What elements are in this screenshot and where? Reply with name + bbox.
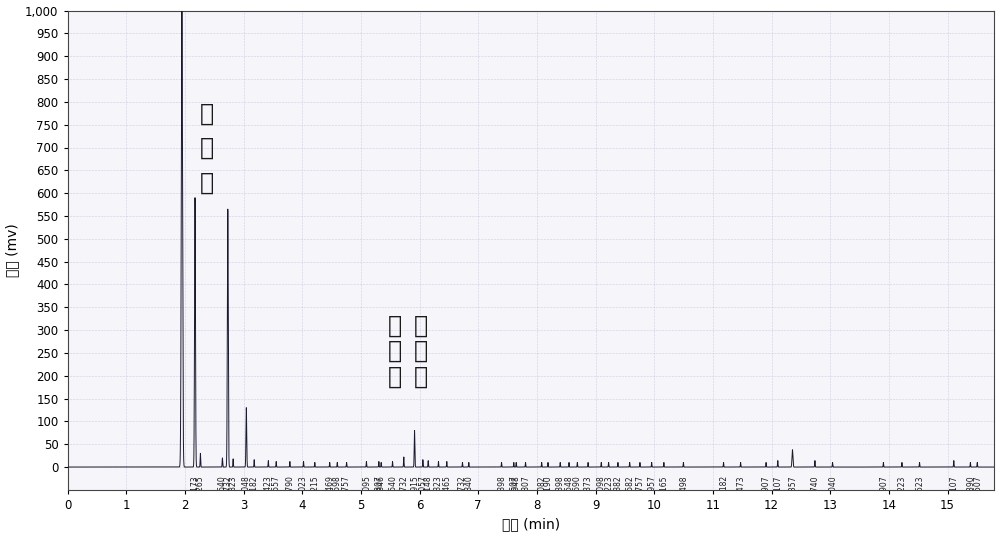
Text: 环: 环 <box>388 314 402 338</box>
Text: 8.873: 8.873 <box>584 475 593 497</box>
Text: 12.357: 12.357 <box>788 475 797 502</box>
Text: 11.182: 11.182 <box>719 475 728 502</box>
X-axis label: 时间 (min): 时间 (min) <box>502 518 560 532</box>
Text: 4.757: 4.757 <box>342 475 351 497</box>
Text: 3.557: 3.557 <box>272 475 281 497</box>
Text: 6.732: 6.732 <box>458 475 467 497</box>
Text: 3.423: 3.423 <box>264 475 273 497</box>
Text: 7.607: 7.607 <box>509 475 518 497</box>
Text: 9.382: 9.382 <box>613 475 622 497</box>
Text: 4.215: 4.215 <box>310 475 319 497</box>
Text: 10.165: 10.165 <box>659 475 668 502</box>
Text: 7.648: 7.648 <box>512 475 521 497</box>
Text: 8.548: 8.548 <box>564 475 573 497</box>
Text: 5.307: 5.307 <box>374 475 383 497</box>
Text: 环: 环 <box>200 102 214 126</box>
Text: 9.757: 9.757 <box>635 475 644 497</box>
Text: 6.057: 6.057 <box>418 475 427 497</box>
Text: 15.390: 15.390 <box>966 475 975 502</box>
Text: 5.732: 5.732 <box>399 475 408 497</box>
Text: 环: 环 <box>414 314 428 338</box>
Text: 11.907: 11.907 <box>762 475 771 502</box>
Text: 14.523: 14.523 <box>915 475 924 502</box>
Text: 13.907: 13.907 <box>879 475 888 502</box>
Text: 15.107: 15.107 <box>949 475 958 502</box>
Text: 醇: 醇 <box>388 364 402 388</box>
Text: 10.498: 10.498 <box>679 475 688 502</box>
Text: 4.023: 4.023 <box>299 475 308 497</box>
Text: 6.840: 6.840 <box>464 475 473 497</box>
Text: 5.095: 5.095 <box>362 475 371 497</box>
Y-axis label: 电压 (mv): 电压 (mv) <box>6 223 20 277</box>
Text: 7.398: 7.398 <box>497 475 506 497</box>
Text: 6.465: 6.465 <box>442 475 451 497</box>
Text: 6.323: 6.323 <box>434 475 443 497</box>
Text: 8.398: 8.398 <box>556 475 565 497</box>
Text: 烷: 烷 <box>200 170 214 194</box>
Text: 2.640: 2.640 <box>218 475 227 497</box>
Text: 9.957: 9.957 <box>647 475 656 497</box>
Text: 4.469: 4.469 <box>325 475 334 497</box>
Text: 4.598: 4.598 <box>333 475 342 497</box>
Text: 8.082: 8.082 <box>537 475 546 497</box>
Text: 12.740: 12.740 <box>810 475 819 502</box>
Text: 己: 己 <box>414 339 428 363</box>
Text: 9.223: 9.223 <box>604 475 613 497</box>
Text: 2.732: 2.732 <box>223 475 232 497</box>
Text: 15.507: 15.507 <box>973 475 982 502</box>
Text: 8.690: 8.690 <box>573 475 582 497</box>
Text: 8.190: 8.190 <box>543 475 552 497</box>
Text: 12.107: 12.107 <box>773 475 782 502</box>
Text: 6.148: 6.148 <box>424 475 433 497</box>
Text: 3.790: 3.790 <box>285 475 294 497</box>
Text: 14.223: 14.223 <box>897 475 906 502</box>
Text: 9.582: 9.582 <box>625 475 634 497</box>
Text: 5.346: 5.346 <box>377 475 386 497</box>
Text: 己: 己 <box>200 136 214 160</box>
Text: 13.040: 13.040 <box>828 475 837 502</box>
Text: 3.182: 3.182 <box>250 475 259 497</box>
Text: 2.823: 2.823 <box>229 475 238 497</box>
Text: 7.807: 7.807 <box>521 475 530 497</box>
Text: 9.098: 9.098 <box>597 475 606 497</box>
Text: 3.048: 3.048 <box>242 475 251 497</box>
Text: 5.915: 5.915 <box>410 475 419 497</box>
Text: 2.265: 2.265 <box>196 475 205 497</box>
Text: 2.173: 2.173 <box>190 475 199 497</box>
Text: 5.540: 5.540 <box>388 475 397 497</box>
Text: 11.473: 11.473 <box>736 475 745 502</box>
Text: 己: 己 <box>388 339 402 363</box>
Text: 酮: 酮 <box>414 364 428 388</box>
